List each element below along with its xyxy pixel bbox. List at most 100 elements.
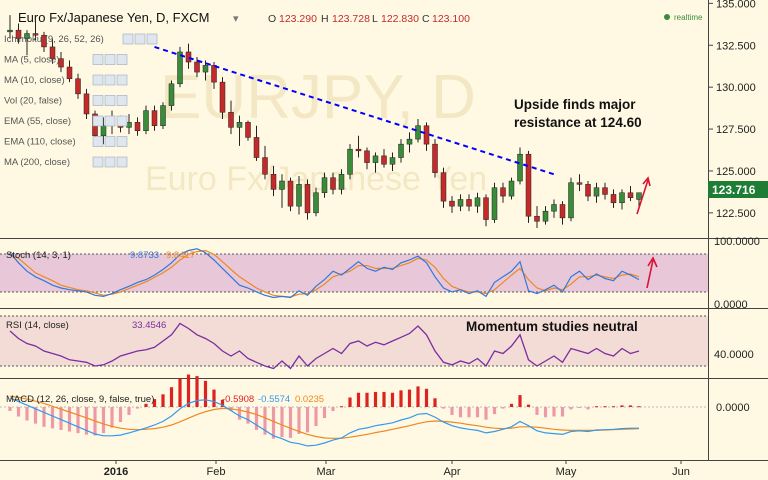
eye-icon[interactable]: [92, 95, 104, 106]
candle-down: [211, 65, 217, 83]
close-icon[interactable]: [116, 156, 128, 168]
settings-icon[interactable]: [104, 156, 116, 168]
last-price-marker: [708, 181, 768, 198]
macd-histogram-bar: [331, 407, 335, 411]
close-icon[interactable]: [146, 33, 158, 45]
macd-histogram-bar: [518, 395, 522, 407]
macd-histogram-bar: [8, 407, 12, 411]
eye-icon[interactable]: [92, 74, 104, 86]
stoch-k-line: [9, 248, 640, 299]
macd-title: MACD (12, 26, close, 9, false, true): [6, 394, 154, 405]
eye-icon[interactable]: [92, 115, 104, 127]
macd-histogram-bar: [152, 399, 157, 407]
settings-icon[interactable]: [104, 74, 116, 86]
candle-up: [347, 148, 353, 175]
indicator-label: Ichimoku (9, 26, 52, 26): [4, 34, 104, 45]
candle-down: [134, 122, 141, 131]
settings-icon[interactable]: [104, 54, 116, 65]
chevron-down-icon[interactable]: ▾: [233, 13, 239, 25]
eye-icon[interactable]: [92, 156, 104, 168]
candle-down: [304, 184, 311, 214]
candle-up: [508, 180, 515, 197]
macd-histogram-bar: [569, 407, 573, 410]
candle-down: [219, 81, 226, 113]
price-tick-label: 132.500: [716, 40, 756, 52]
macd-histogram-bar: [501, 407, 505, 409]
indicator-label: MA (200, close): [4, 157, 70, 168]
candle-up: [415, 125, 421, 140]
macd-histogram-bar: [254, 407, 259, 430]
candle-down: [466, 199, 472, 207]
candle-down: [602, 187, 608, 195]
settings-icon[interactable]: [134, 33, 146, 45]
candle-down: [270, 174, 277, 190]
time-tick-label: May: [556, 466, 577, 478]
macd-histogram-bar: [441, 407, 446, 409]
indicator-label: EMA (55, close): [4, 116, 71, 127]
macd-histogram-bar: [509, 403, 514, 407]
macd-histogram-bar: [25, 407, 29, 421]
settings-icon[interactable]: [104, 115, 116, 127]
h-value: 123.728: [332, 13, 370, 25]
c-label: C: [422, 13, 430, 25]
macd-histogram-bar: [322, 407, 327, 419]
stoch-legend: Stoch (14, 3, 1) 9.8733 9.8417: [6, 250, 195, 261]
macd-histogram-bar: [169, 387, 174, 407]
rsi-tick-40: 40.0000: [714, 349, 754, 361]
macd-histogram-bar: [467, 407, 471, 418]
macd-pane: [0, 374, 708, 447]
close-icon[interactable]: [116, 74, 128, 86]
rsi-line: [9, 322, 640, 370]
candle-down: [355, 148, 362, 152]
macd-histogram-bar: [484, 407, 488, 420]
macd-histogram-bar: [450, 407, 454, 415]
candle-down: [381, 155, 387, 165]
candle-down: [500, 187, 506, 197]
close-icon[interactable]: [116, 54, 128, 65]
indicator-list: Ichimoku (9, 26, 52, 26) MA (5, close) MA …: [4, 33, 158, 168]
macd-histogram-bar: [382, 391, 386, 407]
close-icon[interactable]: [116, 115, 128, 127]
time-axis: 2016 Feb Mar Apr May Jun: [104, 460, 690, 478]
time-tick-label: Mar: [317, 466, 336, 478]
close-icon[interactable]: [116, 95, 128, 106]
indicator-label: EMA (110, close): [4, 137, 76, 148]
macd-histogram-bar: [59, 407, 63, 430]
candle-down: [194, 61, 200, 73]
settings-icon[interactable]: [104, 95, 116, 106]
eye-icon[interactable]: [92, 54, 104, 65]
candle-up: [202, 65, 209, 73]
macd-histogram-bar: [33, 407, 38, 424]
macd-histogram-bar: [526, 404, 531, 407]
rsi-legend: RSI (14, close) 33.4546: [6, 320, 166, 331]
stoch-k-value: 9.8733: [130, 250, 159, 261]
settings-icon[interactable]: [104, 136, 116, 147]
symbol-title[interactable]: Euro Fx/Japanese Yen, D, FXCM: [18, 10, 209, 25]
close-icon[interactable]: [116, 136, 128, 147]
candle-down: [41, 34, 47, 48]
macd-histogram-bar: [586, 407, 590, 410]
rsi-pane: [9, 322, 640, 370]
candle-down: [262, 157, 268, 175]
eye-icon[interactable]: [122, 33, 134, 45]
candle-up: [313, 192, 319, 214]
resistance-trendline[interactable]: [154, 45, 555, 176]
candle-up: [551, 204, 557, 212]
candle-down: [449, 200, 455, 207]
eye-icon[interactable]: [92, 136, 104, 147]
candle-up: [457, 199, 464, 207]
resistance-annotation-1: Upside finds major: [514, 97, 636, 112]
macd-tick-0: 0.0000: [716, 402, 750, 414]
candle-up: [177, 51, 183, 85]
macd-histogram-bar: [288, 407, 293, 438]
macd-histogram-bar: [365, 392, 369, 407]
rsi-value: 33.4546: [132, 320, 166, 331]
macd-histogram-bar: [339, 406, 344, 408]
h-label: H: [321, 13, 329, 25]
stoch-title: Stoch (14, 3, 1): [6, 250, 71, 261]
macd-histogram-bar: [399, 390, 403, 407]
candle-down: [15, 29, 22, 39]
rsi-title: RSI (14, close): [6, 320, 69, 331]
candle-up: [279, 180, 285, 190]
